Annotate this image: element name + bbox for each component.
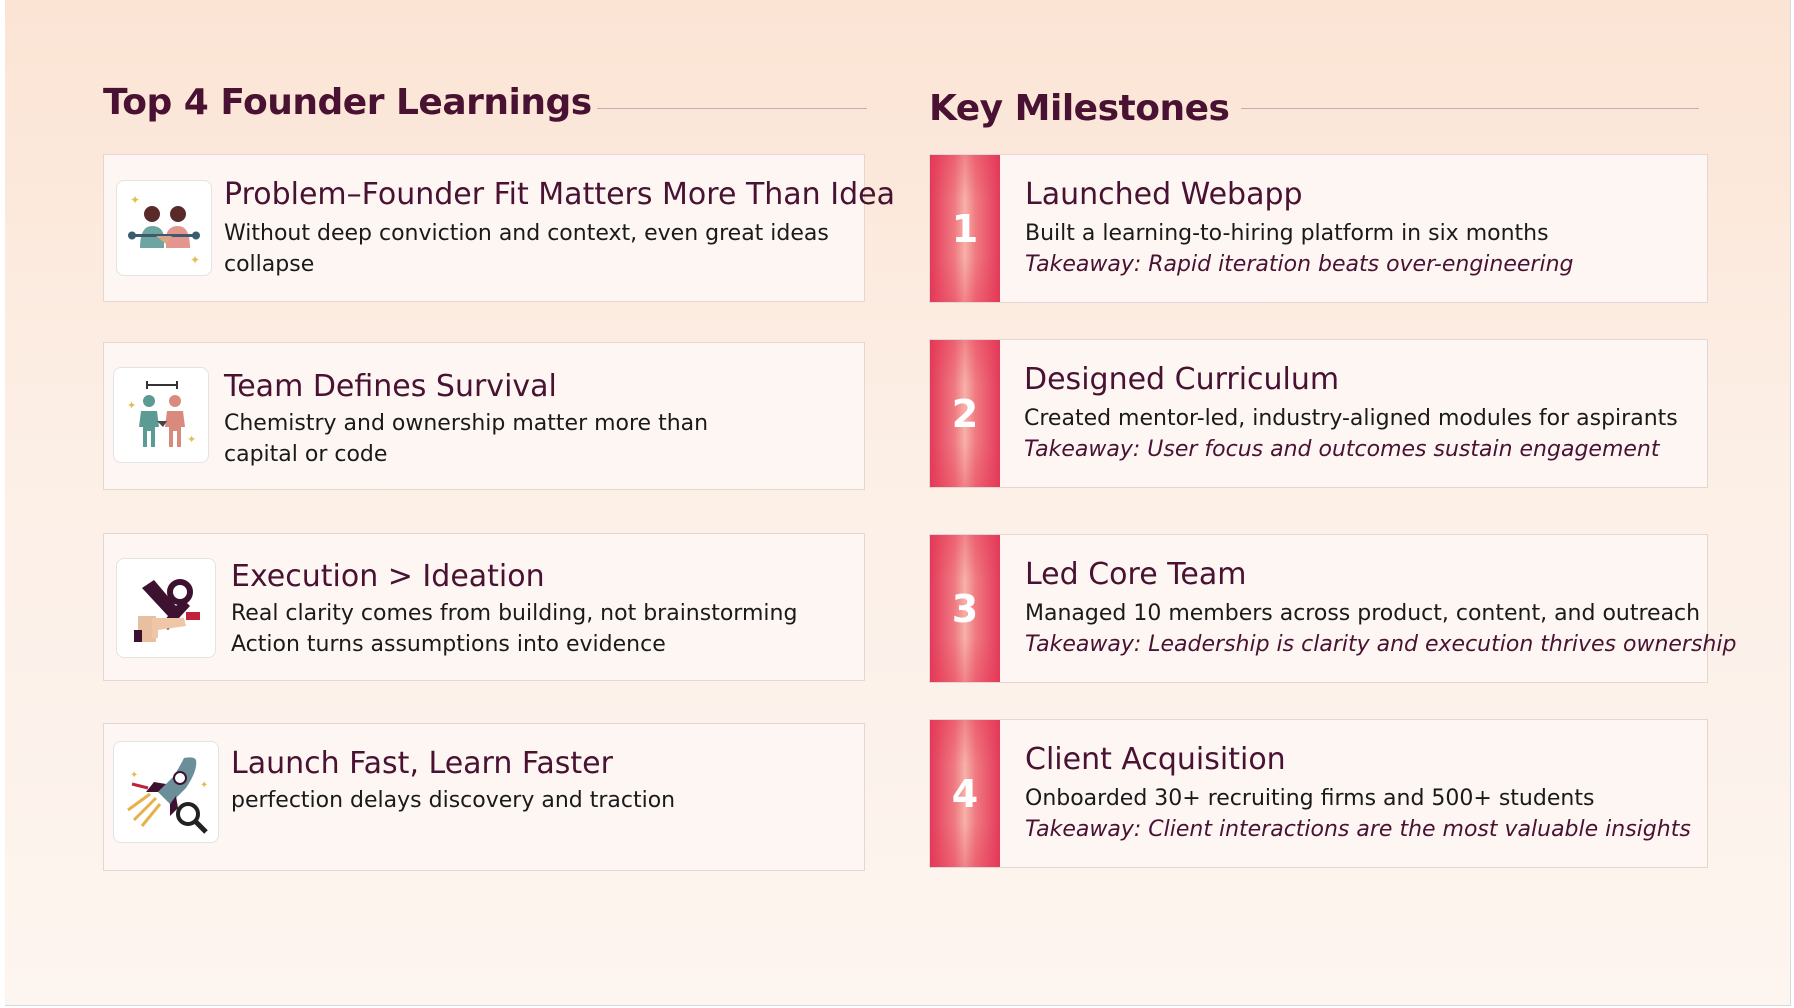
learning-desc-line: Without deep conviction and context, eve…	[224, 221, 829, 246]
milestone-title: Client Acquisition	[1025, 742, 1286, 777]
svg-text:✦: ✦	[130, 770, 138, 781]
learning-card-1: ✦ ✦ Problem–Founder Fit Matters More Tha…	[103, 154, 895, 302]
milestone-number: 2	[951, 391, 979, 436]
learning-desc-line: perfection delays discovery and traction	[231, 788, 676, 813]
learning-title: Launch Fast, Learn Faster	[231, 746, 613, 781]
milestone-number-bar: 4	[930, 720, 1000, 867]
svg-text:✦: ✦	[200, 780, 208, 791]
learning-desc-line: collapse	[224, 252, 315, 277]
handshake-people-icon: ✦ ✦	[116, 180, 212, 276]
slide: Top 4 Founder Learnings ✦ ✦ Problem–Foun…	[5, 0, 1791, 1006]
milestone-desc: Onboarded 30+ recruiting firms and 500+ …	[1025, 783, 1691, 845]
milestone-desc-line: Managed 10 members across product, conte…	[1025, 601, 1701, 626]
learning-desc: Without deep conviction and context, eve…	[224, 218, 829, 280]
milestone-desc: Built a learning-to-hiring platform in s…	[1025, 218, 1574, 280]
milestone-desc-line: Onboarded 30+ recruiting firms and 500+ …	[1025, 786, 1595, 811]
milestone-desc: Created mentor-led, industry-aligned mod…	[1024, 403, 1678, 465]
svg-text:✦: ✦	[130, 193, 140, 207]
milestone-card-4: 4 Client Acquisition Onboarded 30+ recru…	[929, 719, 1708, 868]
learning-title: Problem–Founder Fit Matters More Than Id…	[224, 177, 895, 212]
milestone-desc-line: Built a learning-to-hiring platform in s…	[1025, 221, 1549, 246]
milestone-desc: Managed 10 members across product, conte…	[1025, 598, 1736, 660]
milestone-takeaway: Takeaway: Leadership is clarity and exec…	[1025, 632, 1737, 657]
milestone-card-3: 3 Led Core Team Managed 10 members acros…	[929, 534, 1736, 683]
svg-text:✦: ✦	[127, 400, 136, 412]
svg-text:✦: ✦	[190, 253, 200, 267]
milestone-number: 3	[951, 586, 979, 631]
learning-desc-line: Action turns assumptions into evidence	[231, 632, 666, 657]
milestone-desc-line: Created mentor-led, industry-aligned mod…	[1024, 406, 1678, 431]
learning-title: Execution > Ideation	[231, 559, 545, 594]
learning-desc-line: Real clarity comes from building, not br…	[231, 601, 798, 626]
milestone-title: Launched Webapp	[1025, 177, 1303, 212]
milestone-title: Designed Curriculum	[1024, 362, 1340, 397]
milestone-card-1: 1 Launched Webapp Built a learning-to-hi…	[929, 154, 1708, 303]
milestone-number-bar: 1	[930, 155, 1000, 302]
learnings-heading: Top 4 Founder Learnings	[103, 82, 592, 123]
tools-gear-icon	[116, 558, 216, 658]
learning-desc: perfection delays discovery and traction	[231, 785, 675, 816]
milestone-number: 4	[951, 771, 979, 816]
rocket-magnifier-icon: ✦ ✦	[113, 741, 219, 843]
learning-title: Team Defines Survival	[224, 369, 557, 404]
team-handshake-icon: ✦ ✦	[113, 367, 209, 463]
learning-desc: Chemistry and ownership matter more than…	[224, 408, 708, 470]
learning-card-2: ✦ ✦ Team Defines Survival Chemistry and …	[103, 342, 865, 490]
milestone-number-bar: 3	[930, 535, 1000, 682]
milestones-heading: Key Milestones	[929, 88, 1230, 129]
milestone-number: 1	[951, 206, 979, 251]
learning-desc-line: Chemistry and ownership matter more than	[224, 411, 709, 436]
milestone-takeaway: Takeaway: Rapid iteration beats over-eng…	[1025, 252, 1574, 277]
milestones-heading-rule	[1241, 108, 1699, 109]
milestone-card-2: 2 Designed Curriculum Created mentor-led…	[929, 339, 1708, 488]
learning-card-3: Execution > Ideation Real clarity comes …	[103, 533, 865, 681]
milestone-number-bar: 2	[930, 340, 1000, 487]
learning-card-4: ✦ ✦ Launch Fast, Learn Faster perfection…	[103, 723, 865, 871]
svg-text:✦: ✦	[187, 434, 196, 446]
learning-desc-line: capital or code	[224, 442, 388, 467]
milestone-takeaway: Takeaway: Client interactions are the mo…	[1025, 817, 1691, 842]
learnings-heading-rule	[597, 108, 867, 109]
milestone-title: Led Core Team	[1025, 557, 1247, 592]
learning-desc: Real clarity comes from building, not br…	[231, 598, 797, 660]
milestone-takeaway: Takeaway: User focus and outcomes sustai…	[1024, 437, 1660, 462]
